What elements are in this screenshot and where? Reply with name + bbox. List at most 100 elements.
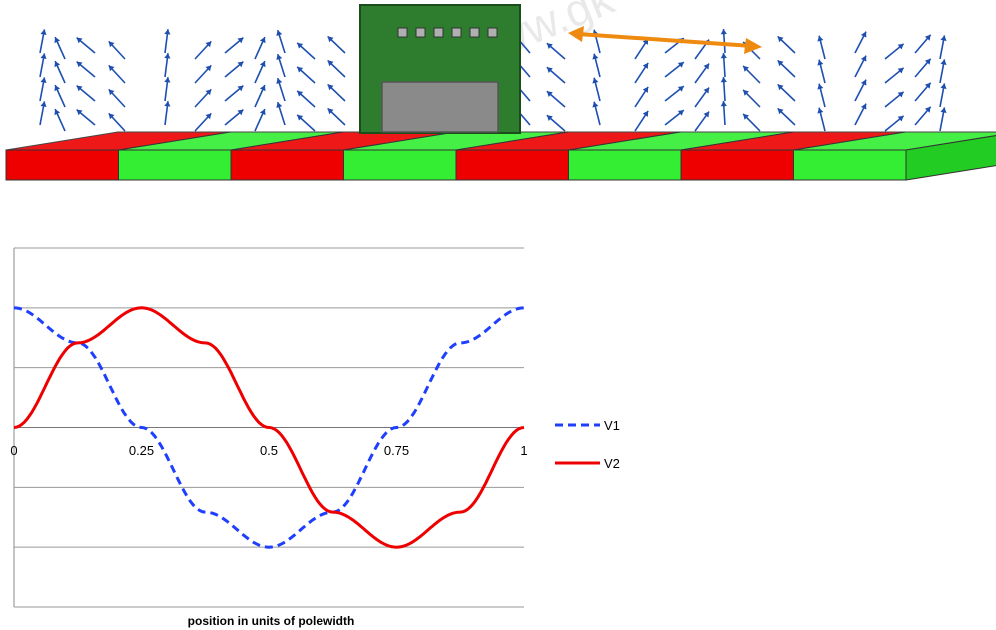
field-arrow-head — [259, 85, 266, 92]
field-arrow-head — [592, 53, 599, 60]
field-arrow-head — [237, 109, 244, 116]
sensor-board — [359, 4, 521, 134]
field-arrow-head — [54, 85, 61, 92]
field-arrow-head — [108, 65, 115, 72]
sensor-pin — [433, 27, 444, 38]
magnet-pole-top — [793, 131, 996, 151]
x-tick-label: 0.25 — [129, 443, 154, 458]
magnet-pole-front — [5, 149, 119, 181]
field-arrow-head — [259, 109, 266, 116]
field-arrow-head — [924, 58, 931, 65]
field-arrow-head — [860, 55, 867, 62]
field-arrow-head — [276, 78, 283, 84]
field-arrow-head — [297, 114, 304, 121]
field-arrow-head — [743, 89, 749, 96]
sensor-pin — [397, 27, 408, 38]
legend-label-v1: V1 — [604, 418, 620, 433]
field-arrow-head — [205, 65, 212, 72]
x-tick-label: 0 — [10, 443, 17, 458]
field-arrow-head — [940, 59, 947, 66]
field-arrow-head — [297, 66, 304, 73]
field-arrow-head — [327, 84, 334, 91]
field-arrow-head — [940, 35, 947, 42]
field-arrow-head — [76, 61, 83, 68]
field-arrow-head — [677, 86, 684, 92]
field-arrow-head — [164, 29, 171, 35]
field-arrow-head — [592, 77, 599, 84]
sensor-pin — [487, 27, 498, 38]
field-arrow-head — [777, 84, 784, 91]
field-arrow-head — [897, 43, 904, 50]
field-arrow-head — [297, 90, 304, 97]
field-arrow-head — [54, 37, 61, 44]
field-arrow-head — [54, 61, 61, 68]
x-axis-label: position in units of polewidth — [188, 614, 355, 628]
field-arrow-head — [677, 62, 684, 68]
field-arrow-head — [546, 43, 553, 49]
field-arrow-head — [276, 102, 283, 108]
field-arrow-head — [592, 101, 599, 108]
field-arrow-head — [259, 37, 266, 44]
field-arrow-head — [237, 37, 244, 44]
sensor-pin — [451, 27, 462, 38]
field-arrow-head — [205, 89, 212, 96]
field-arrow-head — [108, 89, 115, 96]
x-tick-label: 0.5 — [260, 443, 278, 458]
field-arrow-head — [860, 31, 867, 38]
legend-label-v2: V2 — [604, 456, 620, 471]
field-arrow-head — [817, 107, 824, 114]
x-tick-labels: 0 0.25 0.5 0.75 1 — [10, 443, 527, 458]
field-arrow-head — [259, 61, 266, 68]
magnet-strip-illustration: www.gk — [5, 0, 996, 181]
pitch-arrow — [568, 26, 762, 54]
field-arrow-head — [940, 83, 947, 90]
x-tick-label: 1 — [520, 443, 527, 458]
field-arrow-head — [40, 53, 47, 60]
field-arrow-head — [205, 113, 212, 120]
magnet-strip-end — [905, 135, 996, 181]
field-arrow-head — [743, 113, 749, 120]
field-arrow-head — [703, 63, 710, 70]
field-arrow-head — [940, 107, 947, 114]
field-arrow-head — [703, 111, 710, 118]
series-line-v1 — [13, 306, 525, 549]
magnet-pole-front — [230, 149, 344, 181]
field-arrow-head — [720, 29, 727, 35]
field-arrow-head — [546, 115, 553, 121]
field-arrow-head — [205, 41, 212, 48]
magnet-pole-front — [455, 149, 569, 181]
field-arrow-head — [817, 59, 824, 66]
field-arrow-head — [720, 53, 727, 59]
field-arrow-head — [237, 85, 244, 92]
field-arrow-head — [40, 29, 47, 36]
field-arrow-head — [860, 103, 867, 110]
field-arrow-head — [777, 60, 784, 67]
field-arrow-head — [237, 61, 244, 68]
field-arrow-head — [924, 34, 931, 41]
sensor-pins — [397, 27, 498, 38]
magnet-pole-front — [118, 149, 232, 181]
chart-series — [13, 306, 525, 549]
magnet-pole-front — [793, 149, 907, 181]
field-arrow-head — [76, 85, 83, 92]
field-arrow-head — [897, 91, 904, 98]
field-arrow-head — [164, 77, 171, 83]
field-arrow-head — [743, 65, 749, 72]
magnet-pole-front — [568, 149, 682, 181]
field-arrow-head — [297, 42, 304, 49]
field-arrow-head — [54, 109, 61, 116]
field-arrow-head — [677, 110, 684, 116]
field-arrow-head — [703, 87, 710, 94]
series-line-v2 — [13, 306, 525, 549]
field-arrow-head — [642, 110, 649, 117]
field-arrow-head — [897, 115, 904, 122]
magnet-strip — [5, 131, 996, 181]
field-arrow-head — [924, 106, 931, 113]
field-arrow-head — [897, 67, 904, 74]
field-arrow-head — [276, 30, 283, 36]
magnet-pole-front — [680, 149, 794, 181]
field-arrow-head — [817, 83, 824, 90]
chart-legend: V1 V2 — [555, 418, 620, 471]
field-arrow-head — [327, 60, 334, 67]
field-arrow-head — [276, 54, 283, 60]
